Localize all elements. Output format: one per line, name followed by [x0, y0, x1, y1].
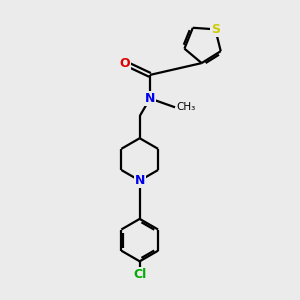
Text: Cl: Cl — [133, 268, 146, 281]
Text: N: N — [145, 92, 155, 105]
Text: N: N — [134, 174, 145, 187]
Text: CH₃: CH₃ — [176, 102, 196, 112]
Text: S: S — [211, 23, 220, 36]
Text: O: O — [120, 57, 130, 70]
